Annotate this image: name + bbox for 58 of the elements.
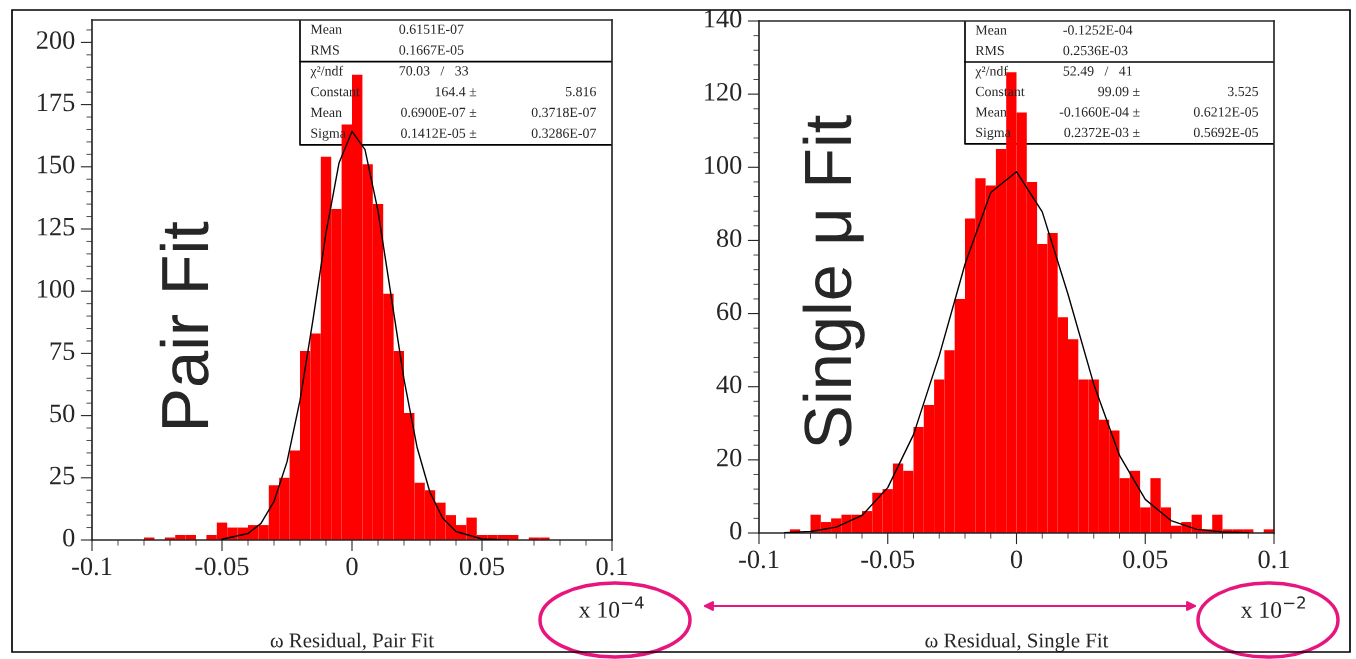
- x-tick-label: 0.05: [459, 557, 505, 576]
- annotation: 164.4 ±: [435, 86, 477, 97]
- x-tick-label: -0.05: [195, 557, 249, 576]
- x-tick-label: 0: [346, 557, 358, 576]
- annotation: 0.1667E-05: [399, 45, 464, 55]
- y-tick-label: 0: [730, 521, 742, 540]
- annotation: Single μ Fit: [802, 115, 865, 447]
- y-tick-label: 100: [38, 279, 75, 298]
- annotation: 3.525: [1227, 86, 1259, 97]
- y-tick-label: 75: [50, 342, 75, 360]
- annotation: 0.2372E-03 ±: [1064, 127, 1140, 138]
- y-tick-label: 150: [38, 155, 75, 174]
- y-tick-label: 25: [50, 466, 75, 485]
- x-tick-label: 0: [1010, 550, 1023, 569]
- x-axis-title: ω Residual, Single Fit: [925, 632, 1109, 652]
- x-tick-label: -0.05: [861, 550, 915, 569]
- y-tick-label: 140: [705, 9, 742, 28]
- x-tick-label: 0.05: [1123, 550, 1168, 569]
- annotation: 52.49 / 41: [1063, 66, 1132, 76]
- annotation: 0.6212E-05: [1193, 107, 1259, 117]
- x-tick-label: 0.1: [596, 557, 627, 576]
- text: x 10$^{−4}$: [578, 596, 644, 618]
- annotation: Mean: [310, 24, 342, 34]
- annotation: 0.1412E-05 ±: [401, 128, 477, 138]
- annotation: 70.03 / 33: [399, 66, 469, 76]
- y-tick-label: 175: [38, 93, 75, 112]
- annotation: 0.2536E-03: [1063, 45, 1128, 56]
- y-tick-label: 40: [716, 375, 742, 394]
- y-tick-label: 125: [38, 217, 75, 236]
- annotation: RMS: [975, 45, 1004, 56]
- y-tick-label: 200: [36, 31, 75, 49]
- annotation: RMS: [310, 45, 339, 55]
- x-axis-title: ω Residual, Pair Fit: [270, 632, 434, 651]
- annotation: 0.3718E-07: [531, 107, 596, 118]
- annotation: 0.6900E-07 ±: [401, 107, 477, 118]
- y-tick-label: 20: [717, 448, 742, 467]
- annotation: -0.1252E-04: [1063, 25, 1133, 35]
- annotation: 0.6151E-07: [399, 24, 464, 34]
- y-tick-label: 80: [716, 229, 742, 248]
- annotation: -0.1660E-04 ±: [1059, 107, 1140, 117]
- annotation: Mean: [310, 107, 342, 118]
- y-tick-label: 100: [705, 156, 742, 174]
- annotation: Mean: [975, 25, 1007, 35]
- x-tick-label: 0.1: [1258, 550, 1289, 569]
- annotation: χ²/ndf: [975, 65, 1008, 79]
- annotation: χ²/ndf: [310, 65, 344, 79]
- annotation: 0.5692E-05: [1193, 127, 1259, 138]
- annotation: 0.3286E-07: [531, 128, 596, 138]
- annotation: 5.816: [565, 86, 596, 97]
- x-tick-label: -0.1: [72, 557, 112, 576]
- y-tick-label: 0: [63, 528, 75, 547]
- x-tick-label: -0.1: [739, 550, 779, 569]
- text: x 10$^{−2}$: [1240, 596, 1305, 618]
- y-tick-label: 60: [717, 302, 742, 321]
- y-tick-label: 120: [705, 82, 742, 101]
- annotation: 99.09 ±: [1098, 86, 1140, 97]
- y-tick-label: 50: [50, 404, 75, 423]
- annotation: Pair Fit: [159, 221, 209, 427]
